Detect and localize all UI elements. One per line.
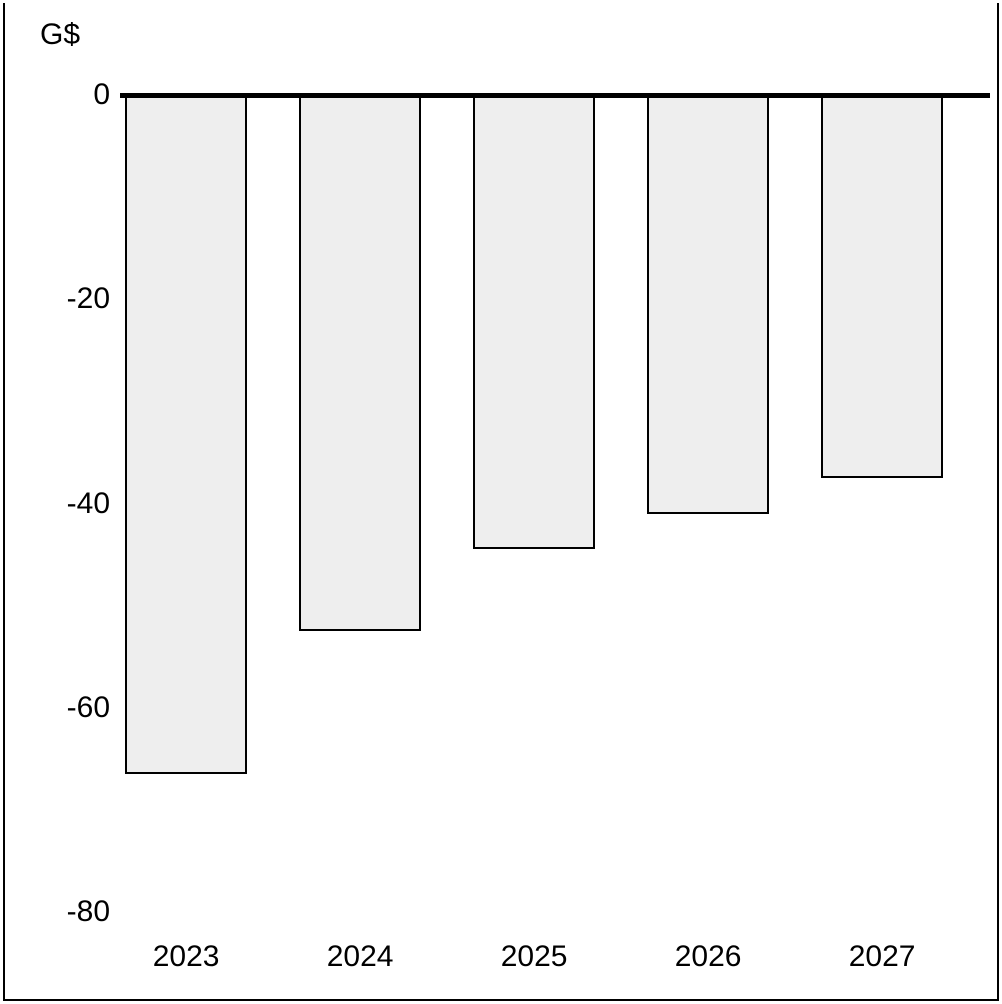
y-tick-label: -80 [67,895,110,929]
zero-line [120,93,990,98]
y-tick-label: -20 [67,282,110,316]
bar [821,95,943,478]
x-tick-label: 2023 [153,940,220,974]
plot-area [120,95,990,912]
y-axis-title: G$ [40,18,80,52]
x-tick-label: 2024 [327,940,394,974]
chart-container: G$ 0 -20 -40 -60 -80 2023 2024 2025 2026 2027 [0,0,1002,1004]
bar [125,95,247,774]
y-tick-label: 0 [93,78,110,112]
bar [647,95,769,514]
x-tick-label: 2026 [675,940,742,974]
y-tick-label: -40 [67,487,110,521]
bar [299,95,421,631]
x-tick-label: 2027 [849,940,916,974]
x-tick-label: 2025 [501,940,568,974]
y-tick-label: -60 [67,691,110,725]
bar [473,95,595,549]
